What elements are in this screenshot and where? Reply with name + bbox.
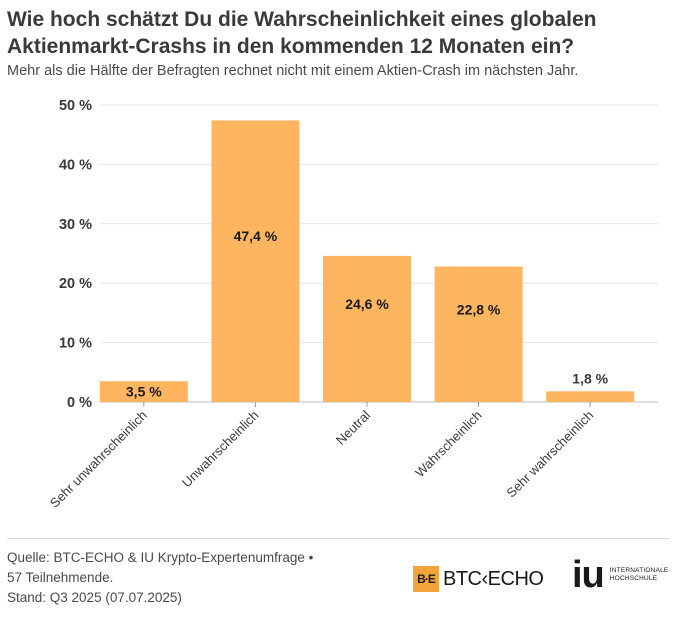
chart-subtitle: Mehr als die Hälfte der Befragten rechne… (7, 63, 579, 79)
btc-echo-logo-mark: B·E (413, 566, 439, 592)
x-tick-label: Sehr unwahrscheinlich (47, 408, 150, 511)
y-tick-label: 30 % (59, 217, 92, 233)
bar-chart: 0 % 10 % 20 % 30 % 40 % 50 % 3,5 % Sehr unwahrs… (47, 98, 658, 511)
bar (546, 391, 635, 402)
bar (211, 120, 300, 402)
y-tick-label: 40 % (59, 157, 92, 173)
data-label: 22,8 % (457, 301, 501, 317)
data-label: 47,4 % (234, 228, 278, 244)
iu-logo-text-line-2: HOCHSCHULE (609, 575, 658, 582)
source-line-3: Stand: Q3 2025 (07.07.2025) (7, 590, 182, 605)
data-label: 24,6 % (345, 296, 389, 312)
source-note: Quelle: BTC-ECHO & IU Krypto-Expertenumf… (7, 548, 313, 608)
x-tick-label: Sehr wahrscheinlich (503, 408, 596, 501)
chart-title: Wie hoch schätzt Du die Wahrscheinlichke… (7, 8, 597, 58)
footer-divider (7, 538, 670, 539)
bar (99, 381, 188, 402)
btc-echo-logo-text: BTC‹ECHO (443, 567, 544, 590)
y-tick-label: 0 % (67, 395, 92, 411)
bar (323, 255, 411, 402)
x-tick-label: Neutral (333, 407, 373, 447)
y-tick-label: 20 % (59, 276, 92, 292)
data-label: 3,5 % (126, 384, 162, 400)
source-line-1: Quelle: BTC-ECHO & IU Krypto-Expertenumf… (7, 550, 314, 565)
bar (434, 266, 523, 402)
x-tick-label: Unwahrscheinlich (179, 408, 262, 491)
data-label: 1,8 % (572, 370, 608, 386)
y-tick-label: 50 % (59, 98, 92, 114)
iu-logo-text-line-1: INTERNATIONALE (609, 567, 669, 574)
iu-logo-text: INTERNATIONALE HOCHSCHULE (610, 567, 669, 583)
x-tick-label: Wahrscheinlich (412, 408, 485, 481)
iu-logo-mark: iu (572, 554, 605, 596)
y-tick-label: 10 % (59, 336, 92, 352)
iu-logo: iu INTERNATIONALE HOCHSCHULE (572, 556, 668, 594)
btc-echo-logo: B·E BTC‹ECHO (413, 566, 544, 592)
source-line-2: 57 Teilnehmende. (7, 570, 114, 585)
